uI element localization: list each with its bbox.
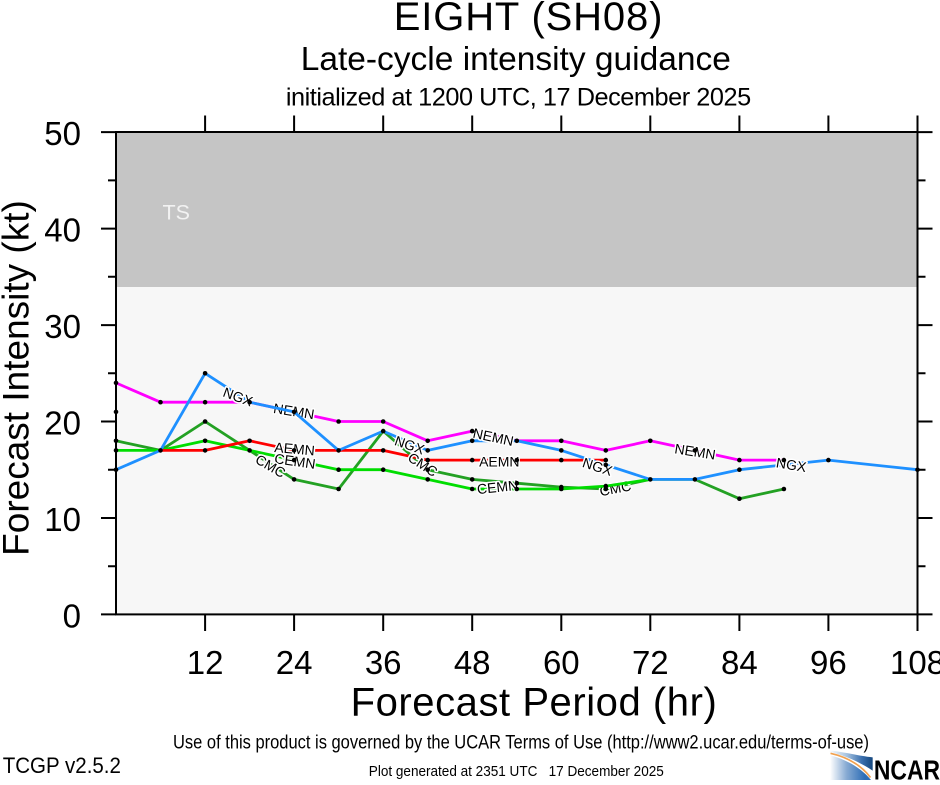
svg-text:Forecast Period (hr): Forecast Period (hr)	[351, 680, 718, 724]
svg-text:24: 24	[276, 644, 313, 681]
svg-text:initialized at 1200 UTC, 17 De: initialized at 1200 UTC, 17 December 202…	[286, 83, 751, 111]
svg-text:96: 96	[810, 644, 847, 681]
svg-text:48: 48	[454, 644, 491, 681]
svg-text:60: 60	[543, 644, 580, 681]
svg-text:40: 40	[44, 212, 81, 249]
svg-text:0: 0	[63, 597, 81, 634]
svg-text:Late-cycle intensity guidance: Late-cycle intensity guidance	[301, 41, 731, 78]
svg-text:Use of this product is governe: Use of this product is governed by the U…	[173, 732, 869, 753]
svg-text:20: 20	[44, 405, 81, 442]
svg-text:84: 84	[721, 644, 758, 681]
svg-text:NCAR: NCAR	[874, 755, 940, 780]
svg-text:12: 12	[187, 644, 224, 681]
svg-text:30: 30	[44, 308, 81, 345]
svg-text:CEMN: CEMN	[476, 477, 519, 497]
svg-text:Plot generated at 2351 UTC 1: Plot generated at 2351 UTC 17 December 2…	[369, 763, 664, 779]
svg-text:Forecast Intensity (kt): Forecast Intensity (kt)	[0, 200, 36, 556]
svg-text:AEMN: AEMN	[479, 453, 519, 469]
svg-text:108: 108	[890, 644, 940, 681]
svg-text:TCGP v2.5.2: TCGP v2.5.2	[3, 753, 121, 778]
svg-text:72: 72	[632, 644, 669, 681]
svg-text:10: 10	[44, 501, 81, 538]
svg-text:EIGHT (SH08): EIGHT (SH08)	[394, 0, 664, 39]
svg-text:TS: TS	[163, 201, 190, 225]
svg-text:36: 36	[365, 644, 402, 681]
svg-text:50: 50	[44, 115, 81, 152]
